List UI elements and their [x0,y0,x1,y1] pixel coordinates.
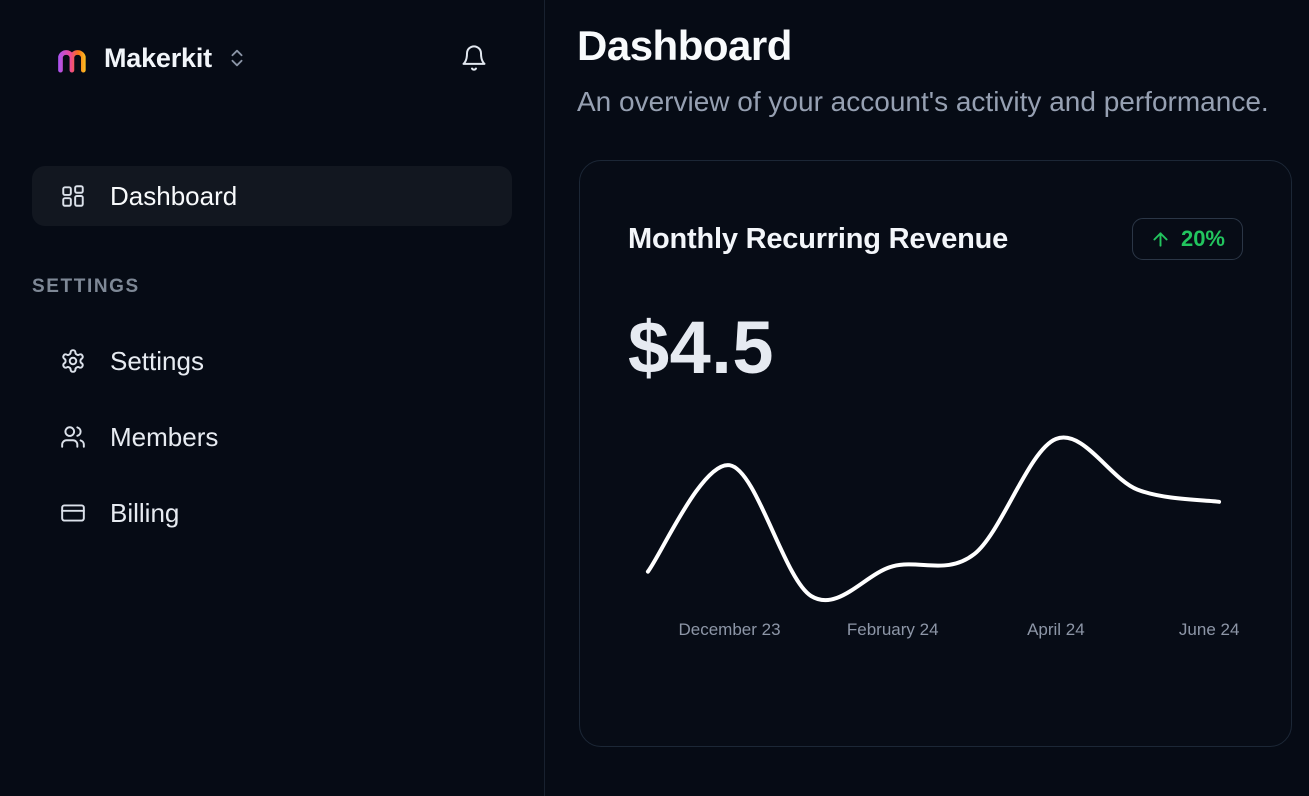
x-tick-label: December 23 [678,620,781,639]
sidebar-item-dashboard[interactable]: Dashboard [32,166,512,226]
primary-nav: Dashboard SETTINGS Settings [32,166,512,542]
x-tick-label: February 24 [846,620,939,639]
page-subtitle: An overview of your account's activity a… [577,86,1269,117]
makerkit-logo-icon [58,49,86,73]
workspace-selector[interactable]: Makerkit [32,36,512,80]
settings-nav-group: Settings Members [32,332,512,542]
workspace-name: Makerkit [104,42,212,73]
page-title: Dashboard [577,22,792,69]
sidebar-item-label: Settings [110,345,204,376]
sidebar-item-label: Billing [110,497,180,528]
bell-icon [462,45,486,71]
x-tick-label: April 24 [1027,620,1085,639]
sidebar-item-label: Members [110,421,219,452]
main-content: Dashboard An overview of your account's … [545,0,1309,796]
layout-dashboard-icon [60,183,86,209]
sidebar-item-label: Dashboard [110,180,238,211]
line-chart-svg [645,435,1222,603]
trend-value: 20% [1180,226,1225,251]
notifications-button[interactable] [460,44,488,72]
x-axis-tick-row: December 23 February 24 April 24 June 24 [628,620,1243,648]
sidebar: Makerkit Dashboard SE [0,0,545,796]
trend-badge: 20% [1131,218,1243,260]
chevrons-up-down-icon [226,47,248,69]
sidebar-item-billing[interactable]: Billing [32,484,512,542]
mrr-card-header: Monthly Recurring Revenue 20% [628,217,1243,261]
sidebar-item-settings[interactable]: Settings [32,332,512,390]
mrr-line [645,435,1222,603]
arrow-up-icon [1153,231,1168,247]
credit-card-icon [60,500,86,526]
mrr-chart: December 23 February 24 April 24 June 24 [628,424,1243,648]
sidebar-item-members[interactable]: Members [32,408,512,466]
users-icon [60,424,86,450]
settings-section-label: SETTINGS [32,276,140,297]
x-tick-label: June 24 [1178,620,1240,639]
mrr-card-title: Monthly Recurring Revenue [628,222,1009,255]
gear-icon [60,348,86,374]
mrr-value: $4.5 [628,306,775,389]
mrr-card: Monthly Recurring Revenue 20% $4.5 Decem… [579,160,1292,747]
